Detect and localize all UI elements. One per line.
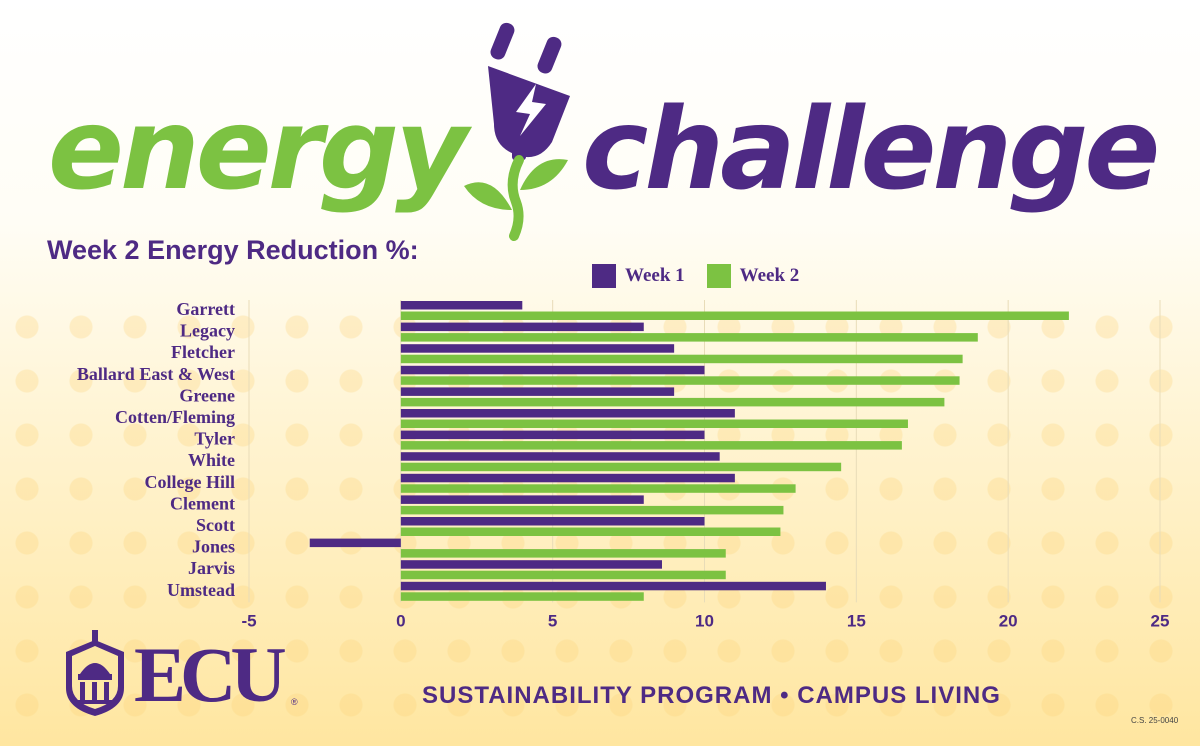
bar-week-2 [400, 397, 945, 407]
bar-week-2 [400, 484, 796, 493]
category-label: Garrett [176, 299, 235, 319]
leaf-icon [464, 182, 512, 210]
bar-week-2 [400, 527, 781, 536]
bar-week-1 [400, 409, 735, 418]
bar-week-2 [400, 441, 902, 450]
chart-title: Week 2 Energy Reduction %: [47, 235, 419, 265]
category-label: College Hill [145, 472, 235, 492]
title-word-energy: energy [48, 85, 468, 215]
bar-week-1 [309, 538, 401, 548]
bar-week-1 [400, 365, 705, 375]
bar-week-2 [400, 311, 1069, 320]
bar-week-2 [400, 505, 784, 515]
bar-week-2 [400, 462, 842, 472]
bar-week-1 [400, 560, 662, 569]
x-tick-label: 0 [396, 611, 405, 630]
category-label: Jarvis [188, 558, 235, 578]
category-label: Fletcher [171, 342, 235, 362]
category-label: Ballard East & West [77, 364, 235, 384]
bar-week-2 [400, 376, 960, 385]
category-label: Jones [192, 537, 235, 557]
legend-item-week1: Week 1 [592, 264, 685, 288]
legend-label-week1: Week 1 [625, 265, 685, 286]
category-label: Clement [170, 493, 235, 513]
category-label: White [188, 450, 235, 470]
legend-swatch-week2 [706, 264, 731, 288]
legend-swatch-week1 [592, 264, 616, 288]
category-label: Tyler [194, 429, 235, 449]
x-tick-label: -5 [241, 611, 256, 630]
bar-week-1 [400, 322, 644, 332]
x-tick-label: 25 [1151, 611, 1170, 630]
x-tick-label: 10 [695, 611, 714, 630]
chart-legend: Week 1 Week 2 [592, 264, 811, 288]
bar-week-2 [400, 549, 726, 558]
bar-week-1 [400, 517, 705, 526]
x-tick-label: 20 [999, 611, 1018, 630]
ecu-crest-icon [66, 630, 124, 716]
category-label: Cotten/Fleming [115, 407, 235, 427]
bar-week-2 [400, 354, 963, 364]
ecu-logo-text: ECU [134, 631, 287, 718]
legend-label-week2: Week 2 [739, 265, 800, 286]
bar-week-1 [400, 581, 826, 591]
bar-chart: -5 0 5 10 15 20 25 GarrettLegacyFletcherBallard… [77, 299, 1170, 630]
x-tick-label: 5 [548, 611, 557, 630]
bar-week-1 [400, 473, 735, 483]
bar-week-1 [400, 344, 675, 353]
legend-item-week2: Week 2 [706, 264, 800, 288]
registered-mark: ® [291, 697, 298, 707]
category-label: Greene [179, 385, 235, 405]
bar-week-2 [400, 419, 908, 428]
x-tick-label: 15 [847, 611, 866, 630]
footer-program-text: SUSTAINABILITY PROGRAM • CAMPUS LIVING [422, 682, 1001, 709]
energy-challenge-title: energy challenge [0, 0, 1200, 241]
bar-week-1 [400, 495, 644, 504]
plug-icon [464, 22, 570, 241]
category-label: Legacy [180, 321, 235, 341]
document-code: C.S. 25-0040 [1131, 716, 1179, 725]
bar-week-2 [400, 570, 726, 580]
bar-week-1 [400, 430, 705, 440]
title-word-challenge: challenge [582, 85, 1160, 215]
bar-week-2 [400, 333, 978, 342]
bar-week-1 [400, 452, 720, 461]
category-label: Scott [196, 515, 235, 535]
bar-week-1 [400, 387, 675, 396]
bar-week-2 [400, 592, 644, 601]
category-label: Umstead [167, 580, 235, 600]
bar-week-1 [400, 301, 523, 310]
